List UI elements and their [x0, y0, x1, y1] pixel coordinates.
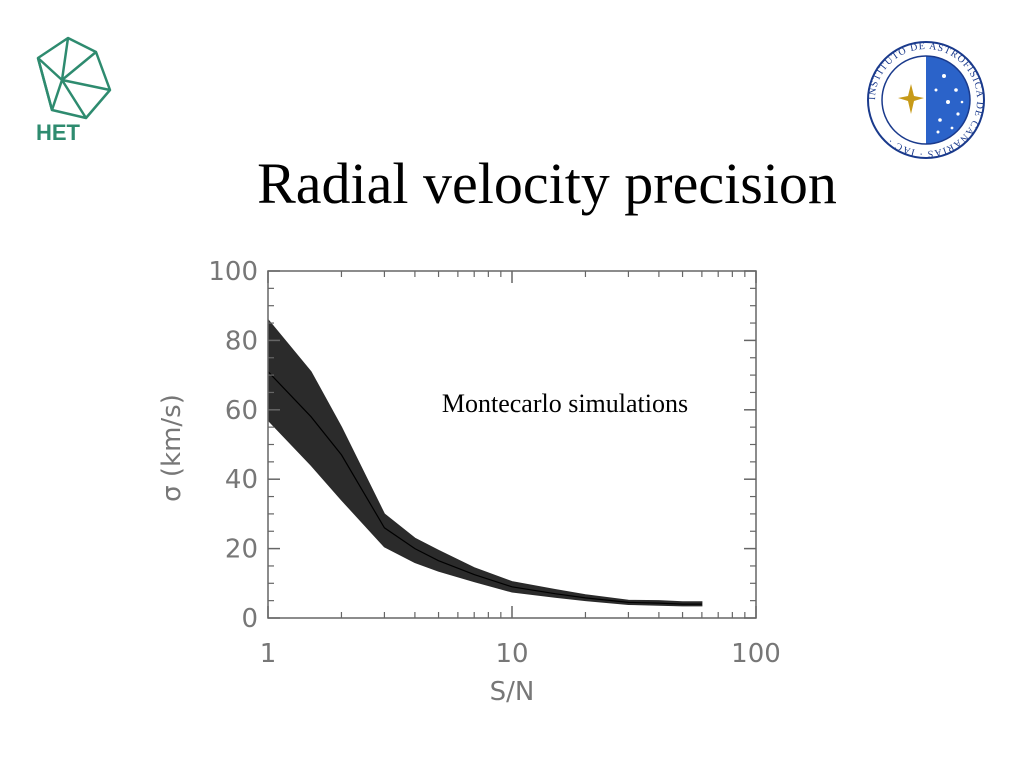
- x-tick-label: 1: [260, 639, 277, 669]
- slide-title: Radial velocity precision: [257, 151, 837, 216]
- y-tick-label: 100: [208, 257, 258, 287]
- y-tick-label: 80: [225, 326, 258, 356]
- het-logo: HET: [36, 36, 112, 145]
- y-axis-label: σ (km/s): [157, 394, 187, 502]
- mean-line: [267, 371, 702, 605]
- y-tick-label: 40: [225, 465, 258, 495]
- y-tick-label: 0: [241, 604, 258, 634]
- x-axis-label: S/N: [490, 677, 535, 707]
- uncertainty-band: [267, 318, 703, 607]
- y-tick-label: 60: [225, 396, 258, 426]
- x-tick-label: 100: [731, 639, 781, 669]
- het-logo-text: HET: [36, 120, 81, 145]
- y-tick-label: 20: [225, 535, 258, 565]
- x-tick-label: 10: [495, 639, 528, 669]
- chart-annotation: Montecarlo simulations: [442, 389, 688, 418]
- iac-logo: INSTITUTO DE ASTROFISICA DE CANARIAS · I…: [867, 41, 985, 159]
